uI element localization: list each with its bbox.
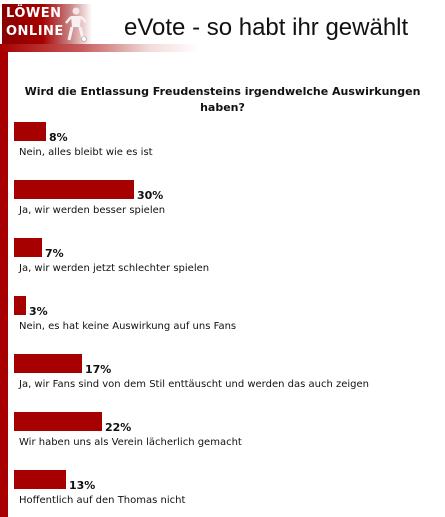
poll-option-5: 17% Ja, wir Fans sind von dem Stil enttäu…: [14, 354, 369, 390]
header-divider: [0, 44, 200, 52]
bar-5: [14, 354, 82, 373]
bar-6: [14, 412, 102, 431]
poll-question: Wird die Entlassung Freudensteins irgend…: [24, 85, 421, 114]
loewen-online-logo[interactable]: LÖWEN ONLINE: [2, 4, 92, 44]
player-figure-icon: [65, 7, 87, 42]
bar-1: [14, 122, 46, 141]
bar-value-label-5: 17%: [85, 363, 111, 376]
category-label-7: Hoffentlich auf den Thomas nicht: [19, 495, 185, 506]
bar-7: [14, 470, 66, 489]
bar-value-label-4: 3%: [29, 305, 48, 318]
bar-value-label-7: 13%: [69, 479, 95, 492]
bar-2: [14, 180, 134, 199]
left-accent-stripe: [0, 52, 8, 517]
bar-4: [14, 296, 26, 315]
category-label-3: Ja, wir werden jetzt schlechter spielen: [18, 263, 209, 274]
bar-value-label-1: 8%: [49, 131, 68, 144]
category-label-2: Ja, wir werden besser spielen: [18, 205, 165, 216]
poll-option-4: 3% Nein, es hat keine Auswirkung auf uns …: [14, 296, 236, 332]
poll-option-7: 13% Hoffentlich auf den Thomas nicht: [14, 470, 185, 506]
category-label-6: Wir haben uns als Verein lächerlich gema…: [19, 437, 242, 448]
poll-option-1: 8% Nein, alles bleibt wie es ist: [14, 122, 153, 158]
bar-value-label-6: 22%: [105, 421, 131, 434]
header: LÖWEN ONLINE eVote - so habt ihr gewählt: [0, 0, 445, 58]
bar-3: [14, 238, 42, 257]
poll-option-2: 30% Ja, wir werden besser spielen: [14, 180, 165, 216]
logo-text-line2: ONLINE: [6, 24, 64, 39]
category-label-1: Nein, alles bleibt wie es ist: [19, 147, 153, 158]
poll-option-3: 7% Ja, wir werden jetzt schlechter spiele…: [14, 238, 209, 274]
category-label-4: Nein, es hat keine Auswirkung auf uns Fa…: [19, 321, 236, 332]
bar-value-label-3: 7%: [45, 247, 64, 260]
category-label-5: Ja, wir Fans sind von dem Stil enttäusch…: [18, 379, 369, 390]
page-title: eVote - so habt ihr gewählt: [124, 14, 409, 41]
poll-option-6: 22% Wir haben uns als Verein lächerlich g…: [14, 412, 242, 448]
logo-text-line1: LÖWEN: [6, 6, 62, 21]
bar-value-label-2: 30%: [137, 189, 163, 202]
